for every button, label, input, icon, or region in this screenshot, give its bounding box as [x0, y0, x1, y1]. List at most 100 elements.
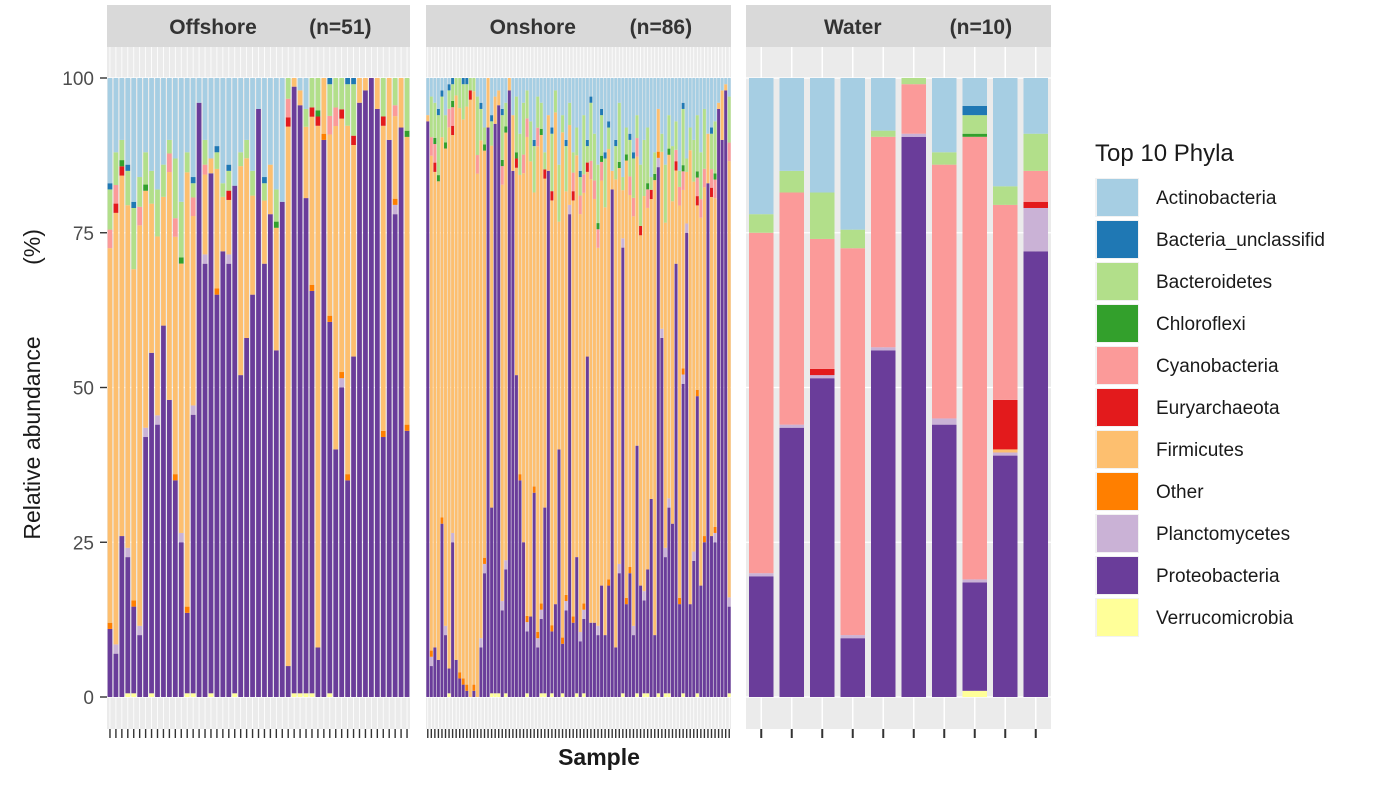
bar-segment — [321, 133, 327, 140]
bar-segment — [624, 78, 628, 128]
bar-segment — [351, 135, 356, 145]
bar-stack — [468, 78, 472, 698]
bar-segment — [706, 78, 710, 134]
bar-stack — [592, 78, 596, 697]
bar-segment — [525, 622, 529, 632]
bar-segment — [617, 168, 621, 564]
bar-segment — [543, 152, 547, 170]
bar-segment — [451, 542, 455, 697]
bar-segment — [404, 136, 410, 425]
bar-segment — [663, 693, 667, 697]
bar-stack — [172, 78, 178, 697]
bar-segment — [244, 78, 249, 140]
bar-segment — [483, 573, 486, 697]
bar-stack — [504, 78, 508, 697]
bar-segment — [702, 536, 706, 543]
bar-segment — [962, 133, 987, 137]
bar-segment — [993, 399, 1018, 450]
bar-segment — [749, 576, 774, 697]
bar-segment — [901, 84, 926, 134]
bar-segment — [214, 78, 220, 147]
bar-segment — [617, 102, 621, 162]
legend-item: Chloroflexi — [1095, 304, 1246, 343]
bar-segment — [514, 96, 518, 153]
bar-stack — [479, 78, 483, 697]
bar-segment — [582, 609, 586, 620]
bar-stack — [871, 78, 896, 697]
bar-segment — [273, 78, 279, 190]
bar-stack — [614, 78, 618, 697]
bar-segment — [699, 585, 703, 697]
bar-segment — [702, 168, 706, 188]
bar-stack — [167, 78, 172, 697]
bar-segment — [539, 134, 543, 604]
bar-segment — [550, 693, 554, 697]
bar-segment — [172, 78, 178, 159]
bar-segment — [493, 693, 497, 697]
bar-segment — [553, 604, 557, 697]
legend-label: Proteobacteria — [1156, 566, 1280, 587]
bar-segment — [649, 189, 653, 200]
bar-segment — [149, 693, 154, 697]
bar-segment — [107, 229, 113, 249]
bar-segment — [339, 78, 345, 110]
bar-segment — [699, 152, 703, 200]
bar-segment — [667, 507, 671, 694]
bar-segment — [674, 78, 678, 122]
bar-segment — [309, 290, 315, 694]
bar-stack — [339, 78, 345, 697]
bar-segment — [589, 102, 593, 161]
bar-segment — [571, 200, 575, 617]
bar-stack — [779, 78, 804, 697]
bar-segment — [688, 604, 692, 697]
bar-segment — [468, 78, 472, 91]
bar-segment — [1023, 201, 1048, 208]
legend-label: Verrucomicrobia — [1156, 608, 1294, 629]
bar-segment — [202, 139, 208, 165]
bar-segment — [607, 78, 611, 122]
bar-segment — [695, 196, 699, 206]
bar-segment — [273, 221, 279, 228]
bar-segment — [710, 187, 713, 197]
bar-segment — [479, 108, 483, 141]
bar-stack — [315, 78, 321, 697]
bar-segment — [539, 128, 543, 135]
bar-segment — [628, 133, 632, 140]
legend-item: Bacteroidetes — [1095, 262, 1272, 301]
bar-segment — [309, 284, 315, 291]
bar-segment — [642, 591, 646, 601]
bar-segment — [678, 597, 682, 605]
bar-segment — [663, 222, 667, 548]
bar-segment — [113, 212, 119, 645]
bar-segment — [475, 96, 479, 156]
bar-segment — [810, 378, 835, 697]
bar-segment — [749, 214, 774, 233]
bar-segment — [932, 164, 957, 419]
bar-segment — [497, 105, 501, 694]
bar-segment — [238, 375, 244, 697]
bar-segment — [681, 374, 685, 384]
bar-segment — [529, 616, 533, 697]
bar-segment — [674, 149, 678, 162]
bar-segment — [244, 337, 249, 697]
bar-segment — [553, 78, 557, 91]
bar-segment — [125, 170, 131, 206]
bar-segment — [303, 126, 309, 199]
bar-segment — [458, 108, 462, 673]
bar-segment — [155, 78, 160, 190]
bar-stack — [351, 78, 356, 697]
bar-stack — [621, 78, 625, 697]
bar-segment — [713, 532, 717, 543]
bar-segment — [674, 121, 678, 150]
bar-segment — [901, 133, 926, 137]
bar-stack — [220, 78, 226, 697]
bar-segment — [685, 223, 689, 233]
bar-stack — [639, 78, 643, 697]
bar-segment — [592, 622, 596, 697]
bar-segment — [522, 78, 526, 103]
bar-stack — [546, 78, 550, 698]
bar-segment — [571, 172, 575, 192]
bar-segment — [518, 474, 522, 481]
bar-stack — [178, 78, 184, 697]
bar-stack — [268, 78, 273, 697]
